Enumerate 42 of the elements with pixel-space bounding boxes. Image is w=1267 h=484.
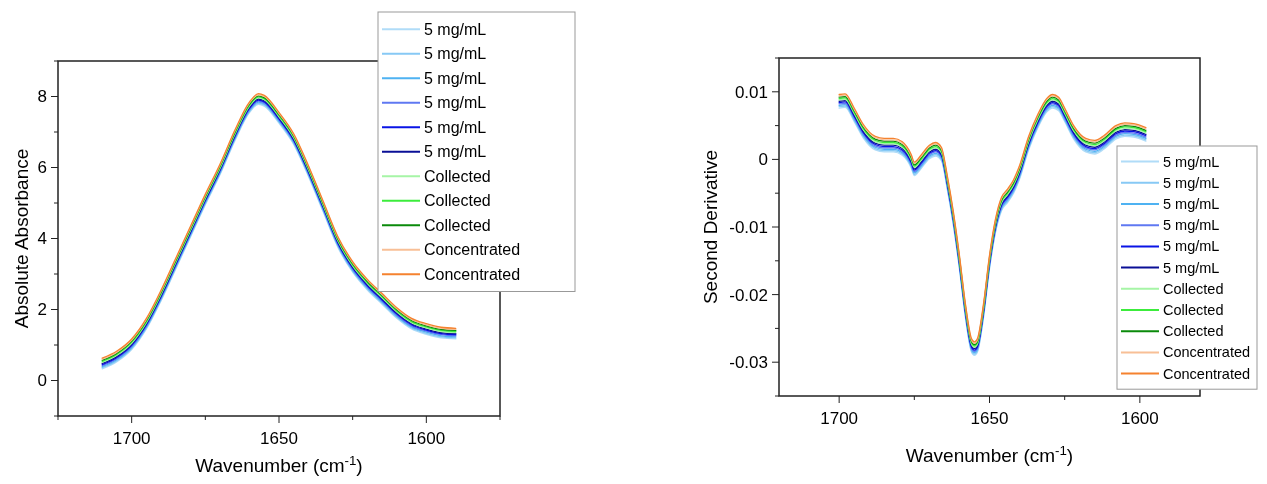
legend-label: 5 mg/mL	[1163, 153, 1220, 170]
y-tick-label: 6	[37, 158, 47, 178]
legend-label: 5 mg/mL	[424, 118, 487, 136]
x-tick-label: 1600	[1120, 409, 1159, 428]
legend-label: 5 mg/mL	[1163, 217, 1220, 234]
legend-label: 5 mg/mL	[424, 143, 487, 161]
x-tick-label: 1650	[260, 429, 298, 448]
legend-label: 5 mg/mL	[424, 20, 487, 38]
x-tick-label: 1700	[820, 409, 859, 428]
x-tick-label: 1700	[112, 429, 151, 448]
legend-label: 5 mg/mL	[424, 94, 487, 112]
legend-label: Concentrated	[424, 265, 521, 283]
y-axis-title: Absolute Absorbance	[11, 148, 32, 329]
y-tick-label: 4	[37, 229, 47, 249]
x-tick-label: 1600	[407, 429, 446, 448]
legend-label: Collected	[424, 216, 491, 234]
y-tick-label: 0.01	[734, 82, 768, 102]
legend-label: 5 mg/mL	[1163, 238, 1220, 255]
legend-label: Collected	[1163, 280, 1224, 297]
legend-label: Collected	[424, 167, 491, 185]
y-tick-label: -0.03	[729, 353, 768, 373]
y-tick-label: -0.02	[729, 285, 768, 305]
y-axis-title: Second Derivative	[700, 149, 721, 305]
x-axis-title: Wavenumber (cm$^{-1}$)	[195, 452, 363, 476]
legend-label: Collected	[1163, 323, 1224, 340]
legend-label: 5 mg/mL	[1163, 259, 1220, 276]
y-tick-label: 0	[37, 371, 47, 391]
legend-label: Concentrated	[424, 241, 521, 259]
y-tick-label: 0	[758, 150, 768, 170]
legend-label: Concentrated	[1163, 344, 1251, 361]
y-tick-label: 8	[37, 87, 47, 107]
y-tick-label: -0.01	[729, 217, 768, 237]
legend-label: Concentrated	[1163, 365, 1251, 382]
x-axis-title: Wavenumber (cm$^{-1}$)	[905, 442, 1074, 466]
legend-label: 5 mg/mL	[424, 45, 487, 63]
legend-label: 5 mg/mL	[424, 69, 487, 87]
legend-label: 5 mg/mL	[1163, 174, 1220, 191]
legend-label: Collected	[1163, 302, 1224, 319]
legend-label: 5 mg/mL	[1163, 196, 1220, 213]
legend-label: Collected	[424, 192, 491, 210]
x-tick-label: 1650	[970, 409, 1009, 428]
y-tick-label: 2	[37, 300, 47, 320]
